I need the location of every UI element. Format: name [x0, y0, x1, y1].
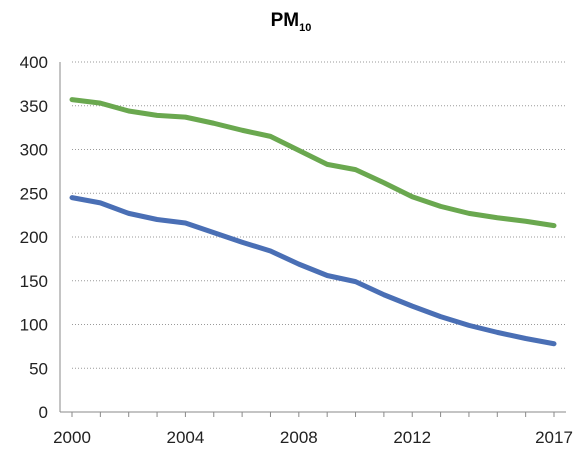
- y-tick-label: 150: [20, 272, 48, 291]
- chart-title: PM10: [0, 10, 582, 34]
- x-tick-label: 2000: [53, 428, 91, 447]
- series-lines: [69, 97, 557, 347]
- series-line-1: [69, 97, 557, 229]
- chart-title-text: PM: [270, 10, 300, 31]
- y-tick-label: 0: [39, 403, 48, 422]
- axes: [59, 62, 566, 417]
- grid-lines: [72, 61, 566, 369]
- y-tick-label: 50: [29, 359, 48, 378]
- series-line-2: [69, 195, 557, 347]
- chart-title-subscript: 10: [299, 22, 312, 34]
- x-tick-label: 2012: [393, 428, 431, 447]
- x-tick-label: 2004: [166, 428, 204, 447]
- tick-labels: 0 50 100 150 200 250 300 350 400 2000 2004 2008 2012…: [20, 53, 573, 447]
- y-tick-label: 250: [20, 184, 48, 203]
- y-tick-label: 350: [20, 97, 48, 116]
- y-tick-label: 100: [20, 316, 48, 335]
- y-tick-label: 400: [20, 53, 48, 72]
- y-tick-label: 200: [20, 228, 48, 247]
- x-tick-label: 2008: [280, 428, 318, 447]
- x-tick-label: 2017: [535, 428, 573, 447]
- y-tick-label: 300: [20, 141, 48, 160]
